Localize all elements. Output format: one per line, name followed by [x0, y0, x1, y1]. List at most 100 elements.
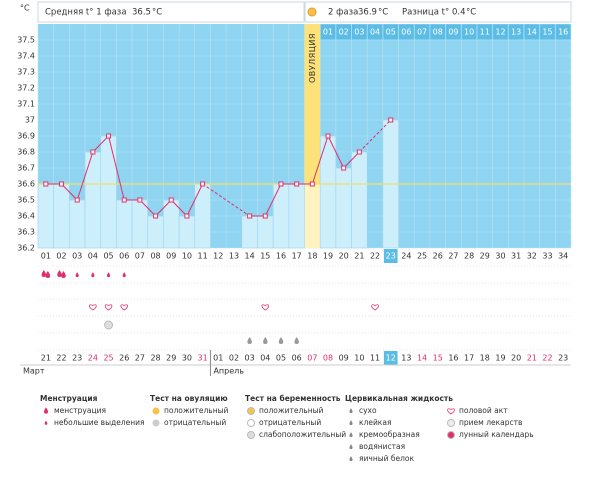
- phase2-cell: [367, 24, 383, 40]
- y-tick-label: 37.4: [17, 52, 35, 61]
- date-label: 15: [433, 354, 443, 363]
- legend-title: Цервикальная жидкость: [345, 394, 453, 403]
- date-label: 20: [511, 354, 521, 363]
- x-tick-label: 32: [527, 252, 537, 261]
- legend-item: менструация: [54, 406, 106, 415]
- phase2-day: 08: [433, 28, 443, 37]
- ovulation-label: ОВУЛЯЦИЯ: [308, 33, 317, 83]
- drop-icon: [43, 407, 49, 414]
- temp-point: [247, 213, 253, 219]
- date-label: 18: [480, 354, 490, 363]
- phase2-day: 01: [323, 28, 333, 37]
- date-label: 29: [166, 354, 176, 363]
- unit: °C: [152, 8, 162, 18]
- heart-icon: [261, 304, 270, 311]
- date-label: 12: [386, 354, 396, 363]
- bar: [351, 151, 368, 249]
- y-tick-label: 37.1: [17, 100, 35, 109]
- x-tick-label: 03: [72, 252, 82, 261]
- drop-icon: [44, 420, 48, 425]
- legend-item: прием лекарств: [459, 418, 522, 427]
- bar: [272, 183, 290, 249]
- date-label: 10: [354, 354, 364, 363]
- legend-item: небольшие выделения: [54, 418, 145, 427]
- date-label: 09: [339, 354, 349, 363]
- bar: [147, 215, 164, 249]
- pregnancy-icon: [104, 320, 114, 330]
- y-tick-label: 36.2: [17, 244, 35, 253]
- x-tick-label: 09: [166, 252, 176, 261]
- drop-icon: [263, 337, 268, 344]
- phase2-day: 12: [495, 28, 505, 37]
- temp-point: [200, 181, 206, 187]
- date-label: 21: [527, 354, 537, 363]
- heart-icon: [371, 304, 379, 311]
- phase2-day: 15: [542, 28, 552, 37]
- drop-icon: [349, 456, 353, 462]
- temp-point: [43, 181, 49, 187]
- x-tick-label: 11: [198, 252, 208, 261]
- x-tick-label: 14: [245, 252, 255, 261]
- legend-item: яичный белок: [359, 454, 415, 463]
- x-tick-label: 33: [542, 252, 552, 261]
- phase2-cell: [508, 24, 524, 40]
- y-unit: °C: [20, 4, 30, 13]
- temp-line: [249, 134, 360, 217]
- bar: [257, 215, 274, 249]
- y-tick-label: 36.7: [17, 164, 35, 173]
- x-tick-label: 26: [433, 252, 443, 261]
- x-tick-label: 02: [56, 252, 66, 261]
- x-tick-label: 23: [386, 252, 396, 261]
- phase2-day: 04: [370, 28, 380, 37]
- phase2-day: 02: [339, 28, 349, 37]
- legend-title: Менструация: [40, 394, 98, 403]
- unit: °C: [378, 8, 388, 18]
- date-label: 11: [370, 354, 380, 363]
- date-label: 17: [464, 354, 474, 363]
- legend-icon: [247, 431, 255, 439]
- legend-item: отрицательный: [259, 418, 321, 427]
- phase2-cell: [399, 24, 414, 40]
- drop-icon: [122, 272, 126, 278]
- phase2-day: 09: [448, 28, 458, 37]
- bar: [194, 183, 211, 249]
- phase2-day: 07: [417, 28, 427, 37]
- drop-icon: [349, 444, 353, 450]
- month-label: Март: [23, 367, 45, 376]
- highlight-date: [383, 351, 398, 365]
- temp-point: [153, 213, 159, 219]
- phase2-cell: [540, 24, 555, 40]
- phase1-label: Средняя t° 1 фаза: [45, 8, 127, 18]
- drop-icon: [349, 408, 353, 414]
- date-label: 13: [401, 354, 411, 363]
- temp-point: [309, 181, 315, 187]
- phase2-day: 06: [401, 28, 411, 37]
- date-label: 26: [119, 354, 129, 363]
- phase2-day: 10: [464, 28, 474, 37]
- bar: [178, 215, 196, 249]
- date-label: 02: [229, 354, 239, 363]
- date-label: 08: [323, 354, 333, 363]
- legend-item: сухо: [359, 406, 377, 415]
- bar: [37, 183, 54, 249]
- ovulation-lower: [304, 184, 321, 248]
- phase2-cell: [430, 24, 446, 40]
- drop-icon: [57, 270, 62, 277]
- phase1-box: [37, 1, 305, 23]
- temp-point: [121, 197, 127, 203]
- drop-icon: [41, 270, 47, 277]
- temp-point: [184, 213, 190, 219]
- phase2-value: 36.9: [358, 8, 377, 18]
- date-label: 03: [245, 354, 255, 363]
- x-tick-label: 21: [354, 252, 364, 261]
- x-tick-label: 27: [448, 252, 458, 261]
- drop-icon: [91, 272, 95, 278]
- phase2-day: 05: [386, 28, 396, 37]
- drop-icon: [349, 420, 353, 426]
- drop-icon: [61, 271, 66, 278]
- legend-item: водянистая: [359, 442, 405, 451]
- phase2-day: 13: [511, 28, 521, 37]
- drop-icon: [349, 432, 353, 438]
- legend-title: Тест на овуляцию: [150, 394, 228, 403]
- date-label: 05: [276, 354, 286, 363]
